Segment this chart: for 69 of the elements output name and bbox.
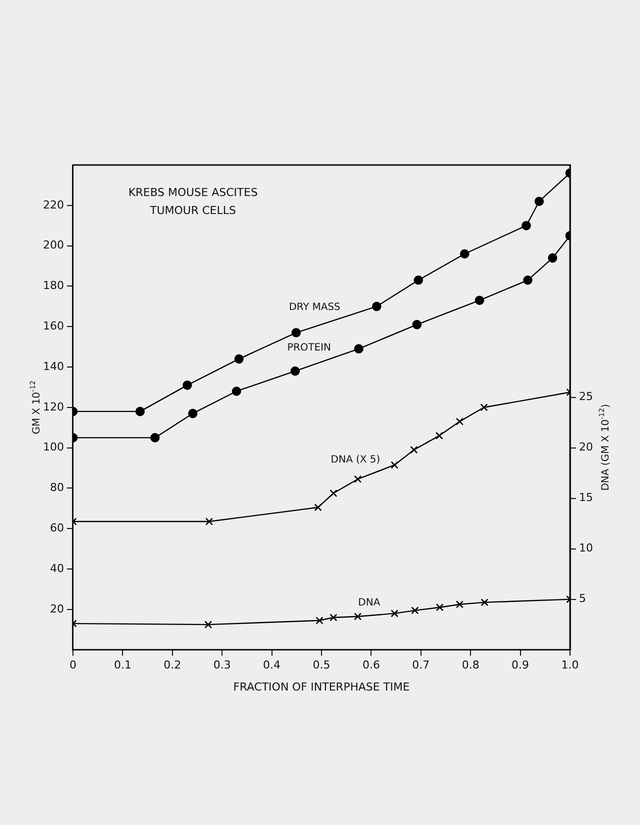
point <box>205 518 214 526</box>
point <box>330 489 338 498</box>
point <box>314 504 322 512</box>
y-tick-label: 220 <box>42 198 64 212</box>
point <box>182 380 192 390</box>
point <box>474 296 484 305</box>
point <box>460 249 470 259</box>
y2-tick-label: 5 <box>579 592 586 606</box>
series-label: DRY MASS <box>288 302 340 314</box>
y-tick-label: 60 <box>50 521 64 534</box>
point <box>188 408 198 418</box>
point <box>412 320 422 330</box>
point <box>135 406 145 416</box>
series-label: DNA (X 5) <box>330 454 380 466</box>
point <box>354 475 362 483</box>
x-tick-label: 0.3 <box>213 658 231 672</box>
y-tick-label: 120 <box>42 400 64 414</box>
point <box>522 220 531 230</box>
point <box>354 344 364 354</box>
point <box>390 461 398 469</box>
point <box>204 620 212 628</box>
y2-tick-label: 10 <box>579 542 594 555</box>
x-tick-label: 0.8 <box>462 658 480 672</box>
y-tick-label: 180 <box>42 279 64 292</box>
point <box>292 328 301 338</box>
x-tick-label: 0.7 <box>412 658 430 672</box>
x-tick-label: 1.0 <box>561 658 579 672</box>
y-tick-label: 200 <box>42 238 64 252</box>
point <box>411 606 419 614</box>
y2-tick-label: 15 <box>579 491 594 504</box>
y-tick-label: 140 <box>42 360 64 373</box>
point <box>414 275 424 285</box>
point <box>480 598 488 606</box>
point <box>436 604 444 612</box>
y-tick-label: 40 <box>50 562 64 575</box>
x-tick-label: 0.1 <box>114 658 132 672</box>
point <box>290 366 300 376</box>
y-tick-label: 160 <box>42 319 64 332</box>
x-tick-label: 0 <box>69 658 76 672</box>
x-tick-label: 0.2 <box>164 658 182 672</box>
y2-tick-label: 25 <box>579 390 594 404</box>
y-tick-label: 100 <box>42 440 64 454</box>
y-tick-label: 80 <box>50 481 64 494</box>
x-tick-label: 0.4 <box>263 658 281 672</box>
point <box>548 253 558 263</box>
y-tick-label: 20 <box>50 602 64 616</box>
x-tick-label: 0.6 <box>362 658 380 672</box>
point <box>372 302 382 312</box>
x-axis-title: FRACTION OF INTERPHASE TIME <box>233 680 410 694</box>
point <box>150 433 160 442</box>
point <box>523 275 532 285</box>
x-tick-label: 0.9 <box>512 658 530 672</box>
point <box>232 386 242 396</box>
series-label: PROTEIN <box>287 342 331 354</box>
series-label: DNA <box>358 598 380 609</box>
point <box>534 196 544 206</box>
point <box>234 354 244 364</box>
text: KREBS MOUSE ASCITES TUMOUR CELLS <box>128 186 258 217</box>
point <box>456 418 464 426</box>
point <box>456 600 464 608</box>
point <box>390 610 398 618</box>
point <box>480 404 488 412</box>
y2-tick-label: 20 <box>579 440 594 454</box>
point <box>330 614 338 622</box>
point <box>354 612 362 620</box>
point <box>435 432 444 440</box>
point <box>410 446 418 454</box>
x-tick-label: 0.5 <box>312 658 330 672</box>
point <box>316 616 324 624</box>
